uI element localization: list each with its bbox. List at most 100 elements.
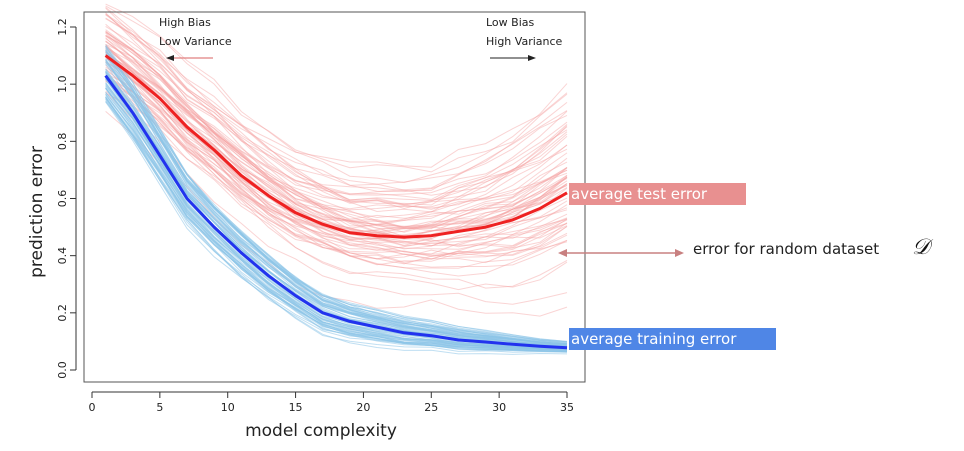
y-tick-label: 0.6 bbox=[56, 190, 69, 208]
y-axis: 0.0 0.2 0.4 0.6 0.8 1.0 1.2 bbox=[56, 18, 77, 379]
test-sample-curve bbox=[105, 17, 568, 196]
test-sample-curve bbox=[105, 7, 568, 168]
y-tick-label: 0.4 bbox=[56, 247, 69, 265]
annotation-high-variance: High Variance bbox=[486, 35, 563, 48]
x-tick-label: 10 bbox=[221, 401, 235, 414]
arrow-left-head bbox=[166, 55, 174, 61]
random-dataset-label: error for random dataset bbox=[693, 240, 879, 258]
test-sample-curve bbox=[105, 53, 568, 260]
test-sample-curve bbox=[105, 77, 568, 291]
annotation-low-variance: Low Variance bbox=[159, 35, 232, 48]
average-error-curves bbox=[104, 54, 568, 350]
x-tick-label: 25 bbox=[424, 401, 438, 414]
annotation-high-bias: High Bias bbox=[159, 16, 211, 29]
test-sample-curve bbox=[105, 80, 568, 268]
test-sample-curve bbox=[105, 45, 568, 227]
x-tick-label: 15 bbox=[289, 401, 303, 414]
test-sample-curve bbox=[105, 14, 568, 193]
test-sample-curve bbox=[105, 64, 568, 257]
test-sample-curve bbox=[105, 54, 568, 242]
test-sample-curve bbox=[105, 55, 568, 255]
test-sample-curve bbox=[105, 34, 568, 229]
test-sample-curve bbox=[105, 40, 568, 210]
y-tick-label: 0.8 bbox=[56, 133, 69, 151]
test-sample-curve bbox=[105, 35, 568, 210]
test-sample-curve bbox=[105, 41, 568, 240]
test-sample-curve bbox=[105, 5, 568, 173]
test-sample-curve bbox=[105, 31, 568, 213]
x-tick-label: 0 bbox=[89, 401, 96, 414]
x-tick-label: 35 bbox=[560, 401, 574, 414]
test-sample-curve bbox=[105, 76, 568, 277]
test-sample-curve bbox=[105, 13, 568, 196]
training-sample-curve bbox=[105, 53, 568, 343]
test-sample-curve bbox=[105, 69, 568, 265]
training-sample-curve bbox=[105, 100, 568, 353]
test-sample-curve bbox=[105, 6, 568, 185]
dataset-symbol: 𝒟 bbox=[912, 235, 934, 260]
arrow-right-head bbox=[528, 55, 536, 61]
test-sample-curve bbox=[105, 62, 568, 229]
test-sample-curve bbox=[105, 72, 568, 252]
test-sample-curve bbox=[105, 92, 568, 248]
test-sample-curve bbox=[105, 43, 568, 227]
x-tick-label: 30 bbox=[492, 401, 506, 414]
test-sample-curve bbox=[105, 51, 568, 240]
training-sample-curve bbox=[105, 94, 568, 352]
y-tick-label: 0.0 bbox=[56, 361, 69, 379]
test-sample-curve bbox=[105, 38, 568, 246]
test-sample-curve bbox=[105, 31, 568, 211]
x-axis: 0 5 10 15 20 25 30 35 bbox=[89, 391, 574, 414]
test-sample-curve bbox=[105, 29, 568, 195]
test-sample-curve bbox=[105, 40, 568, 222]
test-sample-curve bbox=[105, 80, 568, 269]
x-axis-title: model complexity bbox=[245, 421, 397, 441]
test-sample-curve bbox=[105, 54, 568, 250]
test-sample-curve bbox=[105, 25, 568, 228]
average-training-error-line bbox=[104, 74, 568, 350]
test-sample-curve bbox=[105, 30, 568, 210]
test-sample-curve bbox=[105, 44, 568, 219]
test-sample-curve bbox=[105, 51, 568, 235]
test-sample-curve bbox=[105, 48, 568, 229]
test-sample-curve bbox=[105, 75, 568, 260]
test-sample-curve bbox=[105, 51, 568, 233]
test-sample-curve bbox=[105, 34, 568, 200]
test-sample-curve bbox=[105, 45, 568, 260]
training-sample-curve bbox=[105, 51, 568, 346]
training-sample-curve bbox=[105, 82, 568, 351]
random-dataset-arrow-head-right bbox=[675, 249, 684, 257]
test-sample-curve bbox=[105, 90, 568, 289]
average-test-error-line bbox=[104, 54, 568, 239]
y-tick-label: 0.2 bbox=[56, 304, 69, 322]
test-sample-curve bbox=[105, 32, 568, 232]
test-sample-curve bbox=[105, 58, 568, 233]
test-sample-curve bbox=[105, 78, 568, 249]
x-tick-label: 5 bbox=[156, 401, 163, 414]
training-error-label: average training error bbox=[571, 330, 737, 348]
test-sample-curve bbox=[105, 35, 568, 228]
test-sample-curve bbox=[105, 51, 568, 238]
test-sample-curve bbox=[105, 13, 568, 201]
training-sample-curve bbox=[105, 78, 568, 347]
random-dataset-arrow-head-left bbox=[558, 249, 567, 257]
annotation-low-bias: Low Bias bbox=[486, 16, 535, 29]
test-sample-curve bbox=[105, 74, 568, 264]
test-sample-curve bbox=[105, 71, 568, 250]
test-sample-curve bbox=[105, 79, 568, 266]
test-sample-curve bbox=[105, 12, 568, 206]
test-error-label: average test error bbox=[571, 185, 708, 203]
test-sample-curve bbox=[105, 23, 568, 192]
x-tick-label: 20 bbox=[356, 401, 370, 414]
test-sample-curve bbox=[105, 37, 568, 220]
test-sample-curve bbox=[105, 43, 568, 205]
y-axis-title: prediction error bbox=[27, 146, 47, 278]
training-sample-curve bbox=[105, 54, 568, 344]
test-sample-curve bbox=[105, 18, 568, 206]
test-sample-curve bbox=[105, 3, 568, 184]
test-sample-curve bbox=[105, 68, 568, 247]
test-sample-curve bbox=[105, 31, 568, 237]
y-tick-label: 1.2 bbox=[56, 18, 69, 36]
y-tick-label: 1.0 bbox=[56, 75, 69, 93]
